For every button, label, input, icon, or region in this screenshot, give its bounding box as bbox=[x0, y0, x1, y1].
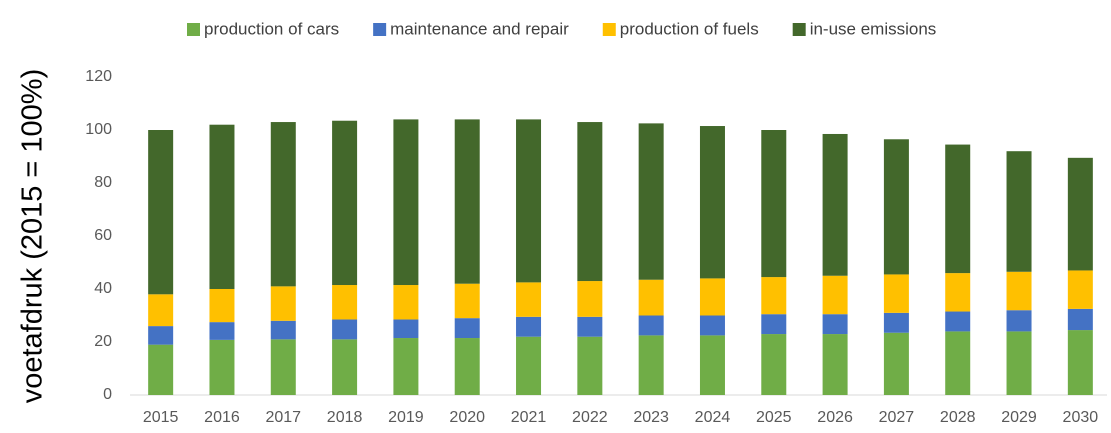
bar-segment bbox=[699, 278, 725, 316]
bar-segment bbox=[1006, 151, 1032, 272]
legend-swatch bbox=[373, 23, 387, 36]
x-tick-label: 2026 bbox=[817, 409, 853, 426]
bar-segment bbox=[822, 275, 848, 315]
bar-segment bbox=[638, 279, 664, 316]
legend-label: production of cars bbox=[204, 19, 339, 38]
legend-label: in-use emissions bbox=[810, 19, 937, 38]
bar-segment bbox=[393, 119, 419, 286]
bar-segment bbox=[1006, 310, 1032, 332]
bar-segment bbox=[516, 282, 542, 317]
bar-segment bbox=[393, 319, 419, 339]
bar-segment bbox=[148, 344, 174, 395]
bar-segment bbox=[883, 312, 909, 333]
bar-segment bbox=[1067, 308, 1093, 331]
x-tick-label: 2021 bbox=[511, 409, 547, 426]
bar-segment bbox=[209, 124, 235, 289]
y-tick-label: 120 bbox=[85, 68, 112, 85]
bar-segment bbox=[332, 120, 358, 286]
bar-segment bbox=[516, 336, 542, 395]
bar-segment bbox=[148, 294, 174, 327]
y-axis-label: voetafdruk (2015 = 100%) bbox=[17, 69, 49, 404]
x-tick-label: 2027 bbox=[879, 409, 915, 426]
x-tick-label: 2019 bbox=[388, 409, 424, 426]
bar-segment bbox=[638, 335, 664, 395]
bar-segment bbox=[638, 123, 664, 280]
bar-segment bbox=[761, 314, 787, 335]
bar-segment bbox=[332, 339, 358, 395]
bar-segment bbox=[209, 289, 235, 323]
bar-segment bbox=[883, 139, 909, 275]
bar-segment bbox=[454, 283, 480, 319]
bar-segment bbox=[1067, 330, 1093, 395]
bar-segment bbox=[638, 315, 664, 336]
x-tick-label: 2016 bbox=[204, 409, 240, 426]
bar-segment bbox=[822, 314, 848, 335]
x-tick-label: 2025 bbox=[756, 409, 792, 426]
bar-segment bbox=[516, 119, 542, 283]
bar-segment bbox=[945, 273, 971, 312]
legend-swatch bbox=[602, 23, 616, 36]
bar-segment bbox=[883, 332, 909, 395]
bar-segment bbox=[270, 122, 296, 287]
bar-segment bbox=[577, 281, 603, 317]
bar-segment bbox=[209, 339, 235, 395]
bar-segment bbox=[332, 319, 358, 340]
bar-segment bbox=[699, 335, 725, 395]
legend-label: production of fuels bbox=[620, 19, 759, 38]
bar-segment bbox=[945, 331, 971, 395]
bar-segment bbox=[454, 119, 480, 284]
bar-segment bbox=[148, 130, 174, 295]
bar-segment bbox=[761, 334, 787, 395]
x-tick-label: 2022 bbox=[572, 409, 608, 426]
bar-segment bbox=[454, 338, 480, 395]
bar-segment bbox=[270, 286, 296, 321]
bar-segment bbox=[883, 274, 909, 313]
x-tick-label: 2024 bbox=[695, 409, 731, 426]
x-tick-label: 2023 bbox=[633, 409, 669, 426]
x-tick-label: 2028 bbox=[940, 409, 976, 426]
bar-segment bbox=[393, 338, 419, 395]
bar-segment bbox=[393, 285, 419, 320]
bar-segment bbox=[822, 334, 848, 395]
y-tick-label: 40 bbox=[94, 280, 112, 297]
x-tick-label: 2018 bbox=[327, 409, 363, 426]
bar-segment bbox=[209, 322, 235, 340]
bar-segment bbox=[761, 130, 787, 278]
bar-segment bbox=[945, 311, 971, 332]
y-tick-label: 60 bbox=[94, 227, 112, 244]
legend-swatch bbox=[187, 23, 200, 36]
bar-segment bbox=[945, 144, 971, 274]
x-tick-label: 2015 bbox=[143, 409, 179, 426]
y-tick-label: 20 bbox=[94, 333, 112, 350]
bar-segment bbox=[577, 316, 603, 337]
bar-segment bbox=[516, 316, 542, 337]
bar-segment bbox=[761, 277, 787, 315]
x-tick-label: 2017 bbox=[265, 409, 301, 426]
bar-segment bbox=[148, 326, 174, 345]
legend-label: maintenance and repair bbox=[390, 19, 569, 38]
bar-segment bbox=[1006, 271, 1032, 311]
x-tick-label: 2020 bbox=[449, 409, 485, 426]
bar-segment bbox=[270, 320, 296, 340]
y-tick-label: 80 bbox=[94, 174, 112, 191]
x-tick-label: 2030 bbox=[1063, 409, 1099, 426]
x-tick-label: 2029 bbox=[1001, 409, 1037, 426]
bar-segment bbox=[699, 315, 725, 336]
bar-segment bbox=[270, 339, 296, 395]
bar-segment bbox=[577, 122, 603, 282]
bar-segment bbox=[332, 285, 358, 320]
bar-segment bbox=[822, 133, 848, 276]
y-tick-label: 0 bbox=[103, 386, 112, 403]
bar-segment bbox=[454, 318, 480, 339]
y-tick-label: 100 bbox=[85, 121, 112, 138]
bar-segment bbox=[1067, 157, 1093, 271]
bar-segment bbox=[1067, 270, 1093, 309]
bar-segment bbox=[1006, 331, 1032, 395]
bar-segment bbox=[699, 126, 725, 279]
bar-segment bbox=[577, 336, 603, 395]
legend-swatch bbox=[792, 23, 806, 36]
